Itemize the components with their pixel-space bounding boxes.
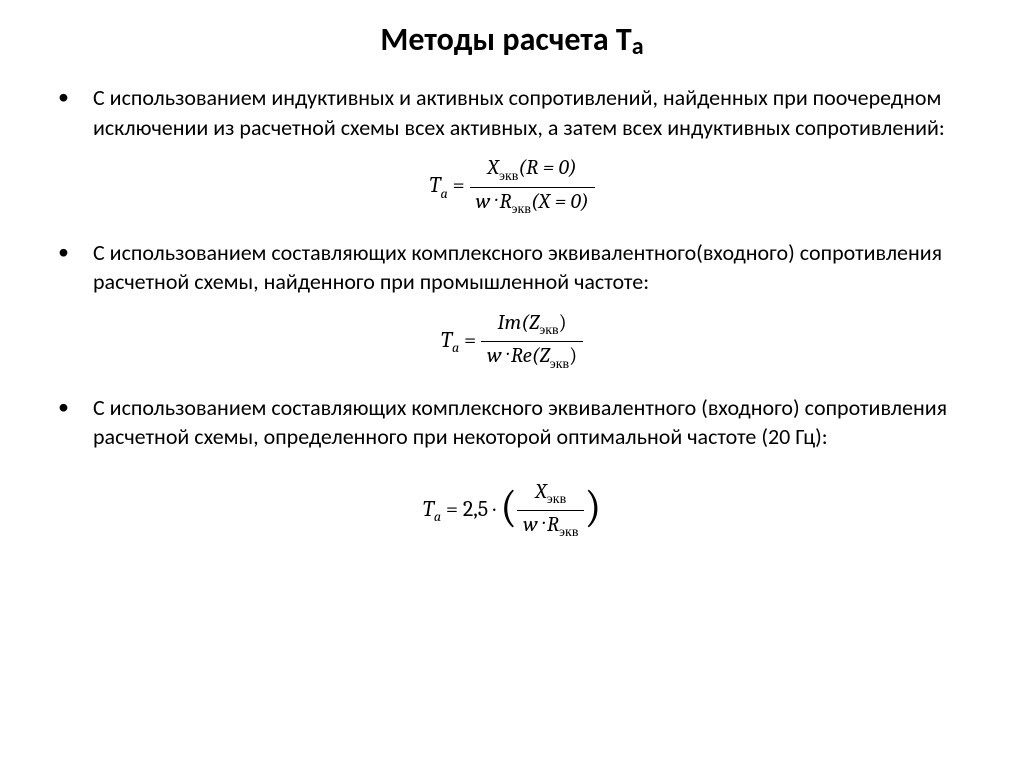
title-main: Методы расчета T bbox=[380, 20, 631, 59]
f1-eq: = bbox=[448, 172, 470, 198]
f3-frac: Xэквw · Rэкв bbox=[517, 480, 584, 541]
f1-num1: X bbox=[488, 156, 499, 180]
bullet-text-2: С использованием составляющих комплексно… bbox=[93, 238, 974, 297]
f2-num1: Im(Z bbox=[498, 311, 540, 335]
title-sub: а bbox=[632, 32, 644, 61]
f3-den1: w · R bbox=[523, 513, 559, 537]
f1-num1-sub: экв bbox=[499, 167, 518, 184]
formula-3: Ta = 2,5 · (Xэквw · Rэкв) bbox=[50, 480, 974, 541]
f2-den1-sub: экв bbox=[550, 355, 569, 372]
f3-den1-sub: экв bbox=[559, 523, 578, 540]
page-title: Методы расчета Tа bbox=[50, 20, 974, 59]
f1-num-paren: (R = 0) bbox=[518, 156, 576, 180]
f2-den-close: ) bbox=[569, 344, 577, 368]
f2-eq: = bbox=[459, 327, 481, 353]
f3-rparen: ) bbox=[584, 485, 601, 529]
bullet-text-3: С использованием составляющих комплексно… bbox=[93, 393, 974, 452]
f2-lhs-base: T bbox=[441, 327, 452, 353]
bullet-marker: • bbox=[58, 238, 69, 297]
f2-num-close: ) bbox=[559, 311, 567, 335]
f2-lhs-sub: a bbox=[452, 339, 459, 356]
bullet-item-3: • С использованием составляющих комплекс… bbox=[50, 393, 974, 452]
f3-lparen: ( bbox=[500, 485, 517, 529]
f3-num1: X bbox=[535, 480, 546, 504]
f3-num1-sub: экв bbox=[547, 490, 566, 507]
bullet-text-1: С использованием индуктивных и активных … bbox=[93, 83, 974, 142]
f3-lhs-base: T bbox=[423, 496, 434, 522]
f1-den-paren: (X = 0) bbox=[531, 190, 589, 214]
f1-lhs-sub: a bbox=[440, 185, 447, 202]
f1-frac: Xэкв(R = 0)w · Rэкв(X = 0) bbox=[470, 156, 595, 217]
f1-lhs-base: T bbox=[429, 172, 440, 198]
f2-frac: Im(Zэкв)w · Re(Zэкв) bbox=[481, 311, 583, 372]
formula-2: Ta = Im(Zэкв)w · Re(Zэкв) bbox=[50, 311, 974, 372]
bullet-item-1: • С использованием индуктивных и активны… bbox=[50, 83, 974, 142]
f1-den1-sub: экв bbox=[512, 200, 531, 217]
f2-num1-sub: экв bbox=[539, 321, 558, 338]
f2-den1: w · Re(Z bbox=[487, 344, 550, 368]
bullet-marker: • bbox=[58, 83, 69, 142]
formula-1: Ta = Xэкв(R = 0)w · Rэкв(X = 0) bbox=[50, 156, 974, 217]
f1-den1: w · R bbox=[476, 190, 512, 214]
bullet-item-2: • С использованием составляющих комплекс… bbox=[50, 238, 974, 297]
f3-lhs-sub: a bbox=[434, 508, 441, 525]
bullet-marker: • bbox=[58, 393, 69, 452]
f3-eq: = 2,5 · bbox=[441, 496, 500, 522]
